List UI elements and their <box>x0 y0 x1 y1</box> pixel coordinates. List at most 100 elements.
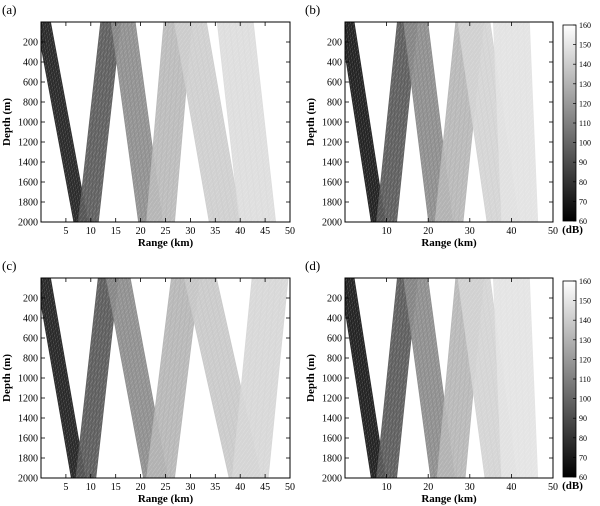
y-tick-label: 400 <box>23 314 38 325</box>
beam-ray <box>113 278 152 478</box>
beam-ray <box>462 22 493 222</box>
beam-ray <box>457 278 486 478</box>
x-tick-label: 50 <box>285 226 295 237</box>
colorbar-unit: (dB) <box>562 224 583 236</box>
y-tick-label: 1400 <box>18 414 38 425</box>
panel-label: (c) <box>2 258 16 273</box>
x-tick-label: 40 <box>235 482 245 493</box>
x-tick-label: 35 <box>210 482 220 493</box>
beam-ray <box>351 22 384 222</box>
beam-ray <box>222 22 247 222</box>
beam-ray <box>407 278 436 478</box>
beam-ray <box>493 278 503 478</box>
beam-ray <box>499 22 509 222</box>
x-tick-label: 40 <box>506 226 516 237</box>
x-axis-label: Range (km) <box>421 493 477 505</box>
x-tick-label: 15 <box>111 482 121 493</box>
y-axis-label: Depth (m) <box>305 354 317 402</box>
colorbar-tick-label: 70 <box>579 197 587 206</box>
beam-ray <box>82 278 106 478</box>
beam-ray <box>523 278 533 478</box>
beam-ray <box>164 22 184 222</box>
beam-ray <box>346 278 379 478</box>
beam-ray <box>345 35 375 222</box>
beam-ray <box>517 22 527 222</box>
beam-ray <box>110 22 139 222</box>
colorbar-tick-label: 100 <box>579 395 591 404</box>
beam-ray <box>150 278 177 478</box>
panel-label: (a) <box>2 2 16 17</box>
beam-ray <box>195 22 231 222</box>
colorbar-tick-label: 80 <box>579 434 587 443</box>
beam-ray <box>473 22 504 222</box>
colorbar-tick-label: 140 <box>579 316 591 325</box>
y-tick-label: 1000 <box>322 374 342 385</box>
x-tick-label: 10 <box>86 482 96 493</box>
y-tick-label: 800 <box>327 354 342 365</box>
x-tick-label: 20 <box>136 482 146 493</box>
y-tick-label: 1800 <box>18 198 38 209</box>
y-tick-label: 1200 <box>322 394 342 405</box>
beam-ray <box>206 22 242 222</box>
colorbar: 60 70 80 90 100 110 120 130 140 150 160 (dB) <box>562 21 591 236</box>
colorbar-tick-label: 110 <box>579 119 591 128</box>
beam-ray <box>237 278 259 478</box>
beam-ray <box>150 22 170 222</box>
beam-ray <box>155 278 182 478</box>
beam-ray <box>77 22 102 222</box>
beam-ray <box>91 22 115 222</box>
x-axis-label: Range (km) <box>138 493 194 505</box>
beam-ray <box>468 22 499 222</box>
y-tick-label: 1600 <box>18 178 38 189</box>
beam-ray <box>190 22 226 222</box>
y-tick-label: 1000 <box>18 118 38 129</box>
beam-ray <box>246 22 271 222</box>
x-tick-label: 25 <box>161 482 171 493</box>
beam-ray <box>184 22 221 222</box>
y-tick-label: 1200 <box>18 394 38 405</box>
y-tick-label: 800 <box>23 98 38 109</box>
beam-ray <box>179 22 215 222</box>
beam-ray <box>105 278 144 478</box>
beam-ray <box>346 22 379 222</box>
beam-ray <box>349 278 382 478</box>
y-tick-label: 2000 <box>322 474 342 485</box>
beam-ray <box>446 278 466 478</box>
beam-ray <box>376 278 398 478</box>
beam-ray <box>511 22 521 222</box>
colorbar-unit: (dB) <box>562 480 583 492</box>
beam-ray <box>231 278 253 478</box>
beam-ray <box>234 22 259 222</box>
beam-ray <box>228 22 253 222</box>
y-tick-label: 1600 <box>18 434 38 445</box>
beam-ray <box>41 43 75 222</box>
beam-ray <box>403 22 430 222</box>
y-tick-label: 400 <box>327 58 342 69</box>
beam-ray <box>155 22 174 222</box>
colorbar: 60 70 80 90 100 110 120 130 140 150 160 (dB) <box>562 277 591 492</box>
beam-ray <box>382 278 405 478</box>
y-tick-label: 1600 <box>322 434 342 445</box>
beam-ray <box>43 22 82 222</box>
y-tick-label: 2000 <box>18 474 38 485</box>
beam-ray <box>382 22 405 222</box>
colorbar-tick-label: 120 <box>579 355 591 364</box>
x-tick-label: 30 <box>465 226 475 237</box>
x-tick-label: 50 <box>548 482 558 493</box>
panel-a: 5 10 15 20 25 30 35 40 45 50 200 400 600 800 1000 1200 1… <box>1 2 295 249</box>
beam-ray <box>85 278 109 478</box>
y-tick-label: 1000 <box>18 374 38 385</box>
beam-ray <box>261 278 283 478</box>
beam-group <box>345 22 539 222</box>
beam-ray <box>457 22 488 222</box>
colorbar-tick-label: 80 <box>579 178 587 187</box>
beam-ray <box>249 278 271 478</box>
beam-ray <box>183 278 230 478</box>
beam-ray <box>345 278 377 478</box>
y-axis-label: Depth (m) <box>1 98 13 146</box>
beam-ray <box>468 278 497 478</box>
y-tick-label: 600 <box>23 78 38 89</box>
y-tick-label: 800 <box>327 98 342 109</box>
beam-ray <box>81 22 105 222</box>
x-tick-label: 45 <box>260 482 270 493</box>
